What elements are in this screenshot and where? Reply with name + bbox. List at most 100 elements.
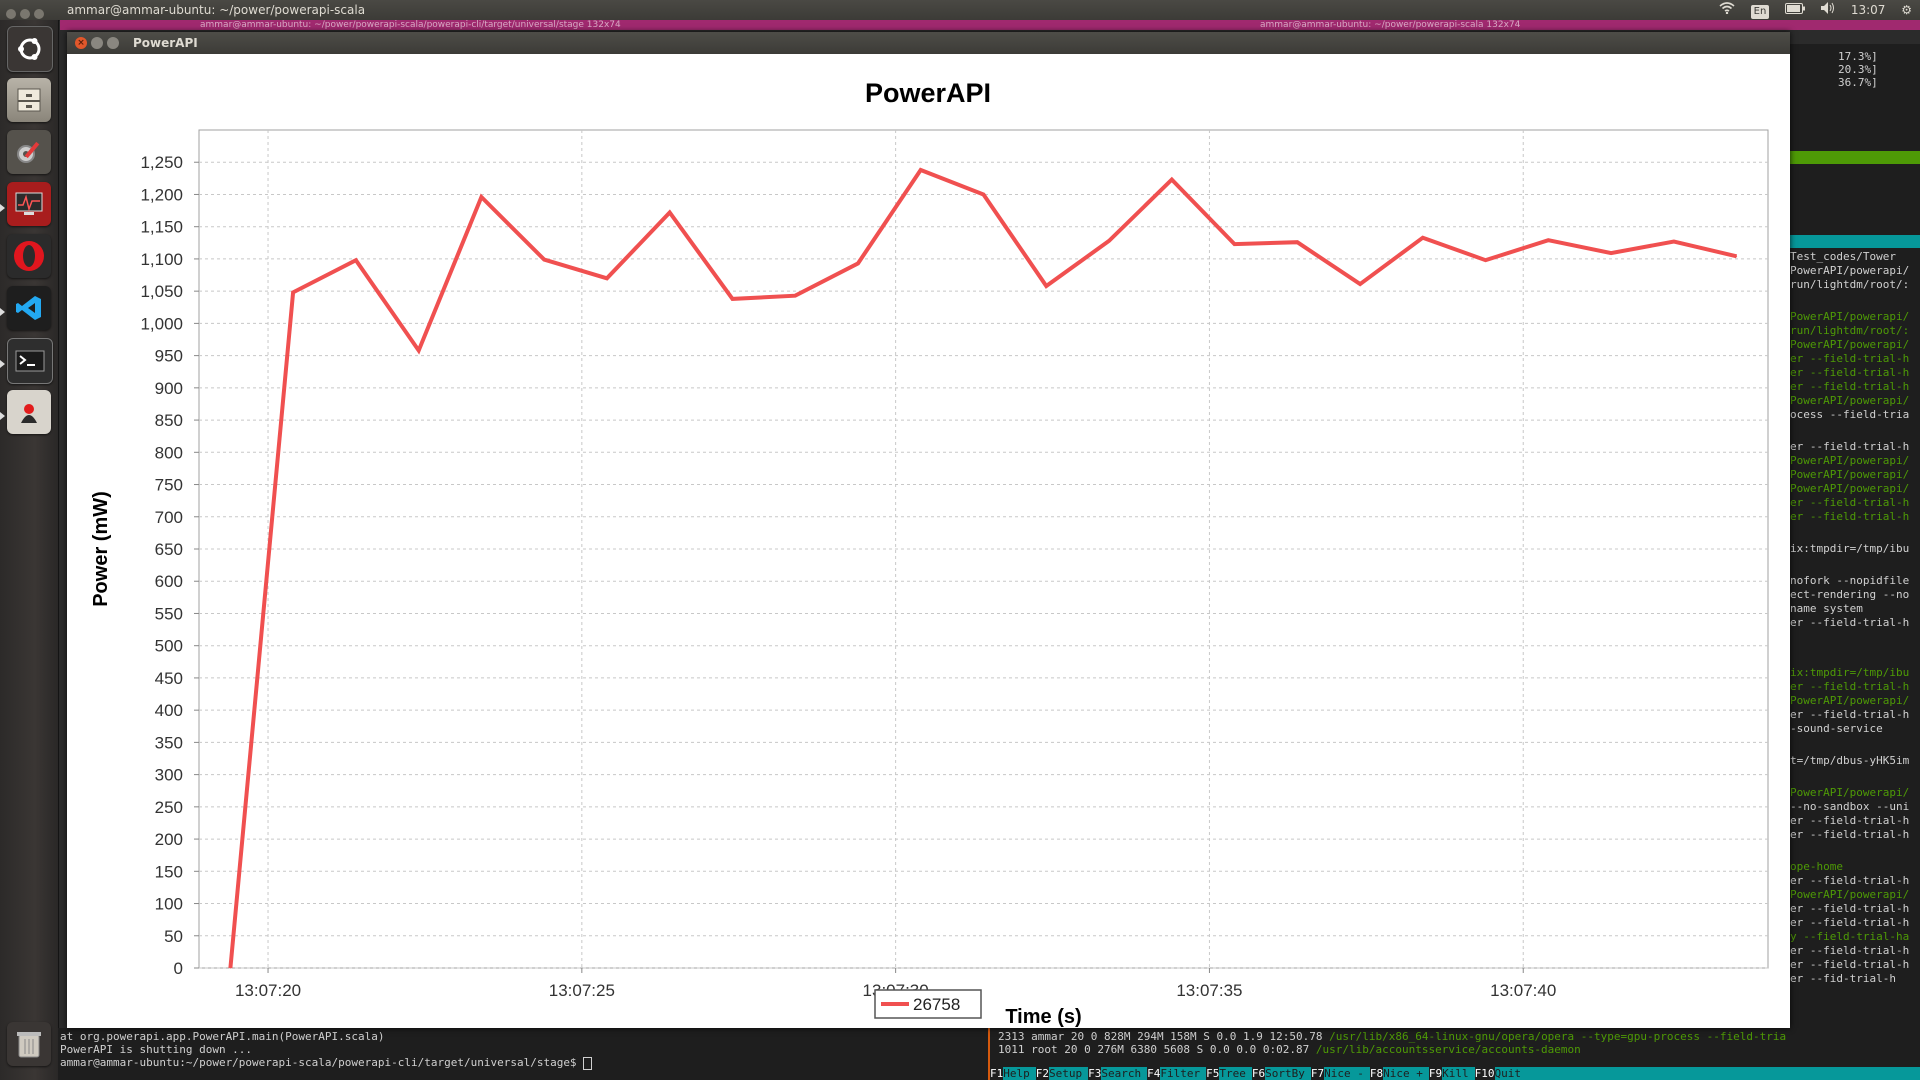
process-command[interactable]: er --field-trial-h: [1790, 944, 1910, 957]
function-key[interactable]: F7: [1310, 1067, 1325, 1080]
minimize-icon[interactable]: [20, 9, 30, 19]
process-command[interactable]: er --field-trial-h: [1790, 958, 1910, 971]
terminal-icon[interactable]: [7, 338, 53, 384]
y-tick-label: 750: [155, 476, 183, 495]
process-command[interactable]: er --field-trial-h: [1790, 352, 1910, 365]
function-key[interactable]: F4: [1147, 1067, 1161, 1080]
function-key-label[interactable]: Tree: [1219, 1067, 1246, 1080]
maximize-button[interactable]: [107, 37, 119, 49]
top-panel: ammar@ammar-ubuntu: ~/power/powerapi-sca…: [0, 0, 1920, 21]
wifi-icon[interactable]: [1719, 0, 1735, 20]
function-key-label[interactable]: Quit: [1494, 1067, 1522, 1080]
function-key-label[interactable]: SortBy: [1265, 1067, 1305, 1080]
bottom-right-terminal[interactable]: 2313 ammar 20 0 828M 294M 158M S 0.0 1.9…: [988, 1028, 1920, 1080]
data-point: [1673, 241, 1675, 243]
process-command[interactable]: er --field-trial-h: [1790, 916, 1910, 929]
terminal-tab-left[interactable]: ammar@ammar-ubuntu: ~/power/powerapi-sca…: [200, 20, 621, 30]
terminal-window-controls[interactable]: [6, 5, 48, 25]
process-command[interactable]: PowerAPI/powerapi/: [1790, 888, 1910, 901]
window-titlebar[interactable]: × PowerAPI: [67, 32, 1790, 54]
vscode-icon[interactable]: [7, 286, 51, 330]
process-command[interactable]: Test_codes/Tower: [1790, 250, 1896, 263]
data-point: [1485, 259, 1487, 261]
process-command[interactable]: run/lightdm/root/:: [1790, 278, 1910, 291]
function-key[interactable]: F10: [1474, 1067, 1495, 1080]
process-command[interactable]: PowerAPI/powerapi/: [1790, 482, 1910, 495]
process-command[interactable]: er --fid-trial-h: [1790, 972, 1896, 985]
function-key[interactable]: F1: [990, 1067, 1004, 1080]
file-cabinet-icon[interactable]: [7, 78, 51, 122]
clock[interactable]: 13:07: [1850, 3, 1886, 17]
function-key[interactable]: F2: [1035, 1067, 1049, 1080]
function-key[interactable]: F9: [1428, 1067, 1443, 1080]
process-command[interactable]: er --field-trial-h: [1790, 902, 1910, 915]
function-key-label[interactable]: Filter: [1160, 1067, 1201, 1080]
process-command[interactable]: PowerAPI/powerapi/: [1790, 694, 1910, 707]
process-command[interactable]: PowerAPI/powerapi/: [1790, 394, 1910, 407]
terminal-prompt[interactable]: ammar@ammar-ubuntu:~/power/powerapi-scal…: [60, 1056, 593, 1070]
process-row[interactable]: 1011 root 20 0 276M 6380 5608 S 0.0 0.0 …: [998, 1043, 1581, 1056]
cpu-meter: 17.3%]: [1838, 50, 1878, 63]
process-command[interactable]: PowerAPI/powerapi/: [1790, 338, 1910, 351]
process-command[interactable]: er --field-trial-h: [1790, 510, 1910, 523]
process-command[interactable]: er --field-trial-h: [1790, 616, 1910, 629]
process-command[interactable]: ix:tmpdir=/tmp/ibu: [1790, 666, 1910, 679]
htop-terminal[interactable]: 17.3%] 20.3%] 36.7%] Test_codes/Tower PowerA…: [1790, 44, 1920, 1044]
process-command[interactable]: PowerAPI/powerapi/: [1790, 454, 1910, 467]
trash-icon[interactable]: [7, 1022, 51, 1066]
process-command[interactable]: er --field-trial-h: [1790, 440, 1910, 453]
process-command[interactable]: PowerAPI/powerapi/: [1790, 310, 1910, 323]
function-key[interactable]: F3: [1088, 1067, 1102, 1080]
close-button[interactable]: ×: [75, 37, 87, 49]
process-command[interactable]: er --field-trial-h: [1790, 366, 1910, 379]
gear-icon[interactable]: ⚙: [1901, 3, 1912, 17]
y-tick-label: 700: [155, 508, 183, 527]
process-command[interactable]: name system: [1790, 602, 1863, 615]
volume-icon[interactable]: [1820, 0, 1835, 20]
battery-icon[interactable]: [1785, 0, 1806, 20]
keyboard-layout-indicator[interactable]: En: [1750, 5, 1770, 19]
process-command[interactable]: PowerAPI/powerapi/: [1790, 264, 1910, 277]
function-key[interactable]: F6: [1251, 1067, 1266, 1080]
function-key-label[interactable]: Search: [1101, 1067, 1142, 1080]
system-monitor-icon[interactable]: [7, 182, 51, 226]
process-command[interactable]: ocess --field-tria: [1790, 408, 1910, 421]
function-key[interactable]: F5: [1206, 1067, 1220, 1080]
terminal-tab-right[interactable]: ammar@ammar-ubuntu: ~/power/powerapi-sca…: [1260, 20, 1521, 30]
function-key[interactable]: F8: [1369, 1067, 1384, 1080]
process-command[interactable]: er --field-trial-h: [1790, 680, 1910, 693]
y-tick-label: 0: [174, 959, 183, 978]
maximize-icon[interactable]: [34, 9, 44, 19]
process-command[interactable]: er --field-trial-h: [1790, 380, 1910, 393]
process-command[interactable]: er --field-trial-h: [1790, 708, 1910, 721]
bottom-left-terminal[interactable]: at org.powerapi.app.PowerAPI.main(PowerA…: [58, 1028, 988, 1080]
ubuntu-logo-icon[interactable]: [7, 26, 53, 72]
process-command[interactable]: er --field-trial-h: [1790, 828, 1910, 841]
function-key-label[interactable]: Setup: [1049, 1067, 1083, 1080]
process-command[interactable]: PowerAPI/powerapi/: [1790, 468, 1910, 481]
process-command[interactable]: PowerAPI/powerapi/: [1790, 786, 1910, 799]
process-command[interactable]: ope-home: [1790, 860, 1843, 873]
process-command[interactable]: run/lightdm/root/:: [1790, 324, 1910, 337]
process-row[interactable]: 2313 ammar 20 0 828M 294M 158M S 0.0 1.9…: [998, 1030, 1787, 1043]
minimize-button[interactable]: [91, 37, 103, 49]
process-command[interactable]: nofork --nopidfile: [1790, 574, 1910, 587]
process-command[interactable]: --no-sandbox --uni: [1790, 800, 1910, 813]
process-command[interactable]: t=/tmp/dbus-yHK5im: [1790, 754, 1910, 767]
function-key-label[interactable]: Help: [1003, 1067, 1030, 1080]
process-command[interactable]: er --field-trial-h: [1790, 814, 1910, 827]
process-command[interactable]: er --field-trial-h: [1790, 496, 1910, 509]
process-command[interactable]: er --field-trial-h: [1790, 874, 1910, 887]
close-icon[interactable]: [6, 9, 16, 19]
process-command[interactable]: y --field-trial-ha: [1790, 930, 1910, 943]
process-command[interactable]: ix:tmpdir=/tmp/ibu: [1790, 542, 1910, 555]
y-axis-label: Power (mW): [90, 491, 112, 607]
function-key-label[interactable]: Kill: [1442, 1067, 1469, 1080]
function-key-label[interactable]: Nice -: [1324, 1067, 1364, 1080]
function-key-label[interactable]: Nice +: [1383, 1067, 1423, 1080]
opera-icon[interactable]: [7, 234, 51, 278]
process-command[interactable]: -sound-service: [1790, 722, 1883, 735]
process-command[interactable]: ect-rendering --no: [1790, 588, 1910, 601]
java-icon[interactable]: [7, 390, 51, 434]
settings-tools-icon[interactable]: [7, 130, 51, 174]
